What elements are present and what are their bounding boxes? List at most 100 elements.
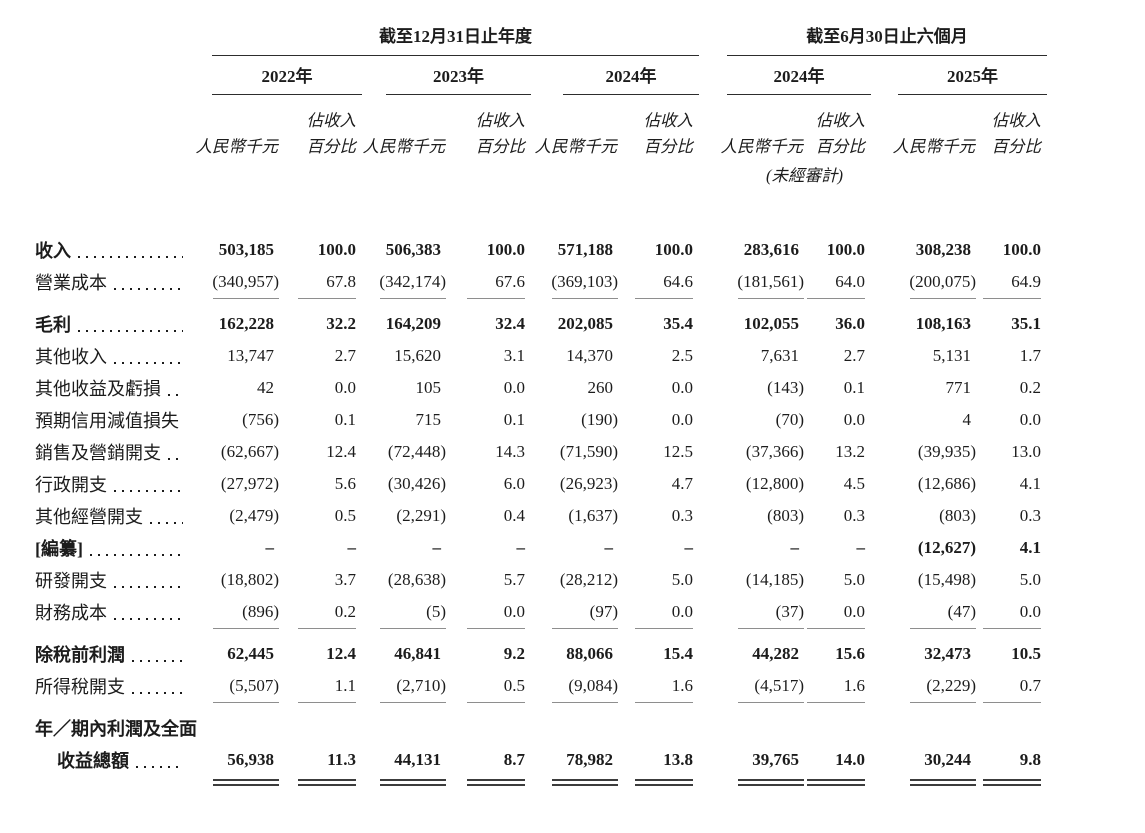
rule-cell [699,776,805,793]
value-cell: 15,620 [394,346,441,365]
value-cell: 42 [257,378,274,397]
double-rule-line [298,779,356,786]
rule-cell [531,628,619,638]
row-label-text: 收益總額 [57,751,129,771]
rule-cell [699,628,805,638]
single-rule-line [983,628,1041,629]
row-label-cell: 其他收益及虧損 [35,372,185,404]
value-cell: 4 [962,410,972,429]
table-body: 收入 503,185 100.0 506,383 100.0 571,188 100.0 28… [35,187,1047,793]
single-rule-line [552,702,618,703]
percent-cell: 64.6 [663,272,693,291]
value-cell: (5,507) [229,676,279,695]
row-label-text: 其他收入 [35,347,107,367]
row-label-cell: [編纂] [35,532,185,564]
percent-cell: 100.0 [317,240,356,259]
percent-cell: 1.7 [1019,346,1041,365]
percent-cell: 1.6 [671,676,693,695]
year-header-cell-2025-interim: 2025年 [871,56,1047,95]
value-cell: (803) [939,506,976,525]
double-rule-line [552,779,618,786]
value-cell: 771 [945,378,972,397]
row-label: 其他經營開支 [35,503,185,529]
year-header-row: 2022年 2023年 2024年 2024年 2025年 [35,56,1047,95]
rule-cell [977,628,1047,638]
rmb-unit-header-2022: 人民幣千元 [195,137,279,156]
value-cell: 308,238 [915,240,971,259]
percent-cell: 0.2 [1019,378,1041,397]
single-rule-line [552,628,618,629]
percent-cell: 0.1 [334,410,356,429]
header-body-spacer [35,187,1047,234]
unaudited-row-gap-right [871,160,1047,187]
single-rule-line [910,298,976,299]
table-row: 研發開支 (18,802) 3.7 (28,638) 5.7 (28,212) 5.0 (14… [35,564,1047,596]
single-rule-line [298,628,356,629]
row-label-cell: 研發開支 [35,564,185,596]
percent-cell: 0.0 [843,410,865,429]
pct-header-line1: 佔收入 [475,111,526,130]
percent-cell: 11.3 [327,750,356,769]
value-cell: (369,103) [551,272,618,291]
rule-cell [871,702,977,712]
percent-cell: 32.2 [326,314,356,333]
value-cell: (27,972) [220,474,279,493]
year-header-2024-interim: 2024年 [727,56,871,95]
percent-cell: 15.6 [835,644,865,663]
double-rule-line [983,779,1041,786]
value-cell: (30,426) [387,474,446,493]
rule-cell [447,702,531,712]
percent-cell: 0.3 [1019,506,1041,525]
percent-cell: 35.4 [663,314,693,333]
single-rule-line [807,702,865,703]
label-column-header [35,26,185,56]
table-row: 其他收入 13,747 2.7 15,620 3.1 14,370 2.5 7,631 2.7 5… [35,340,1047,372]
single-rule-line [807,298,865,299]
double-rule-line [467,779,525,786]
rule-cell [185,702,280,712]
dot-leader [136,766,183,768]
value-cell: (71,590) [559,442,618,461]
row-label: 年／期內利潤及全面 [35,715,197,741]
row-label-cell: 預期信用減值損失 [35,404,185,436]
single-rule-line [213,702,279,703]
value-cell: 503,185 [218,240,274,259]
dot-leader [168,394,183,396]
rule-cell [362,628,447,638]
row-label-cell: 毛利 [35,308,185,340]
dot-leader [132,660,183,662]
value-cell: 105 [415,378,442,397]
rule-cell [699,702,805,712]
rule-cell [447,628,531,638]
percent-cell: 0.4 [503,506,525,525]
dot-leader [150,522,183,524]
rule-row-label-gap [35,776,185,793]
rule-row-label-gap [35,628,185,638]
percent-cell: 9.8 [1019,750,1041,769]
percent-cell: 4.1 [1019,474,1041,493]
row-label-text: 其他收益及虧損 [35,379,161,399]
row-label: [編纂] [35,535,185,561]
rmb-unit-header-2023: 人民幣千元 [362,137,446,156]
single-rule-line [635,298,693,299]
pct-header-line2: 百分比 [643,137,694,156]
value-cell: (39,935) [917,442,976,461]
pct-unit-header-2024-interim: 佔收入 百分比 [805,95,871,160]
value-cell: (28,212) [559,570,618,589]
pct-header-line2: 百分比 [815,137,866,156]
single-rule-line [380,298,446,299]
rule-cell [699,298,805,308]
rule-cell [619,776,699,793]
rule-cell [531,776,619,793]
pct-header-line2: 百分比 [475,137,526,156]
percent-cell: – [347,538,357,557]
table-row: 財務成本 (896) 0.2 (5) 0.0 (97) 0.0 (37) 0.0 (47) 0.0 [35,596,1047,628]
single-rule-line [380,628,446,629]
value-cell: – [604,538,614,557]
rule-cell [871,298,977,308]
value-cell: 14,370 [566,346,613,365]
pct-header-line1: 佔收入 [643,111,694,130]
row-label: 其他收入 [35,343,185,369]
row-label: 預期信用減值損失 [35,407,185,433]
value-cell: – [432,538,442,557]
